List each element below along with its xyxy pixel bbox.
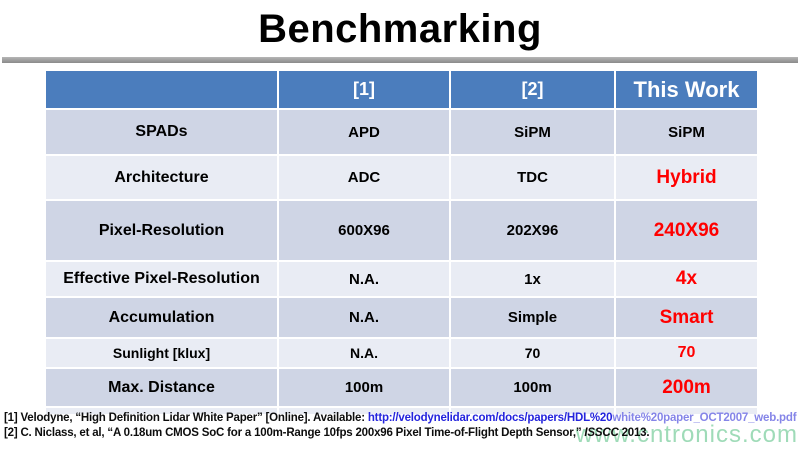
references-block: [1] Velodyne, “High Definition Lidar Whi… xyxy=(4,411,797,441)
cell-ref2: Simple xyxy=(449,296,616,339)
reference-1-link-tail[interactable]: white%20paper_OCT2007_web.pdf xyxy=(612,412,797,424)
cell-this-work: 4x xyxy=(614,260,759,298)
reference-2-text: [2] C. Niclass, et al, “A 0.18um CMOS So… xyxy=(4,427,585,439)
reference-1: [1] Velodyne, “High Definition Lidar Whi… xyxy=(4,411,797,426)
benchmark-table: [1] [2] This Work SPADs APD SiPM SiPM Ar… xyxy=(44,69,759,416)
cell-this-work: SiPM xyxy=(614,108,759,156)
row-label: Sunlight [klux] xyxy=(44,337,279,369)
row-label: Max. Distance xyxy=(44,367,279,408)
table-row-sunlight: Sunlight [klux] N.A. 70 70 xyxy=(44,337,759,369)
cell-ref1: 100m xyxy=(277,367,451,408)
cell-ref2: 202X96 xyxy=(449,199,616,262)
cell-ref1: N.A. xyxy=(277,260,451,298)
cell-ref1: APD xyxy=(277,108,451,156)
cell-ref2: 70 xyxy=(449,337,616,369)
strip-cell xyxy=(277,406,451,416)
header-empty-cell xyxy=(44,69,279,110)
table-row-accumulation: Accumulation N.A. Simple Smart xyxy=(44,296,759,339)
table-row-effective-pixel-resolution: Effective Pixel-Resolution N.A. 1x 4x xyxy=(44,260,759,298)
cell-this-work: Hybrid xyxy=(614,154,759,201)
reference-2-year: 2013. xyxy=(618,427,650,439)
header-ref2: [2] xyxy=(449,69,616,110)
cell-ref1: N.A. xyxy=(277,296,451,339)
table-bottom-strip xyxy=(44,406,759,416)
title-divider xyxy=(2,57,798,63)
row-label: Architecture xyxy=(44,154,279,201)
strip-cell xyxy=(44,406,279,416)
cell-ref1: ADC xyxy=(277,154,451,201)
table-row-architecture: Architecture ADC TDC Hybrid xyxy=(44,154,759,201)
cell-this-work: 240X96 xyxy=(614,199,759,262)
row-label: Effective Pixel-Resolution xyxy=(44,260,279,298)
reference-1-link[interactable]: http://velodynelidar.com/docs/papers/HDL… xyxy=(367,412,613,424)
header-row: [1] [2] This Work xyxy=(44,69,759,110)
slide-title: Benchmarking xyxy=(258,7,542,51)
cell-this-work: 70 xyxy=(614,337,759,369)
reference-2: [2] C. Niclass, et al, “A 0.18um CMOS So… xyxy=(4,426,796,441)
row-label: Accumulation xyxy=(44,296,279,339)
header-ref1: [1] xyxy=(277,69,451,110)
table-row-spads: SPADs APD SiPM SiPM xyxy=(44,108,759,156)
cell-this-work: Smart xyxy=(614,296,759,339)
table-row-max-distance: Max. Distance 100m 100m 200m xyxy=(44,367,759,408)
reference-2-conference: ISSCC xyxy=(584,427,619,439)
strip-cell xyxy=(449,406,616,416)
row-label: SPADs xyxy=(44,108,279,156)
reference-1-text: [1] Velodyne, “High Definition Lidar Whi… xyxy=(4,412,368,424)
strip-cell xyxy=(614,406,759,416)
cell-ref1: N.A. xyxy=(277,337,451,369)
cell-ref1: 600X96 xyxy=(277,199,451,262)
table-row-pixel-resolution: Pixel-Resolution 600X96 202X96 240X96 xyxy=(44,199,759,262)
header-this-work: This Work xyxy=(614,69,759,110)
cell-ref2: 100m xyxy=(449,367,616,408)
cell-this-work: 200m xyxy=(614,367,759,408)
cell-ref2: SiPM xyxy=(449,108,616,156)
row-label: Pixel-Resolution xyxy=(44,199,279,262)
watermark: www.cntronics.com xyxy=(575,421,798,448)
cell-ref2: TDC xyxy=(449,154,616,201)
cell-ref2: 1x xyxy=(449,260,616,298)
